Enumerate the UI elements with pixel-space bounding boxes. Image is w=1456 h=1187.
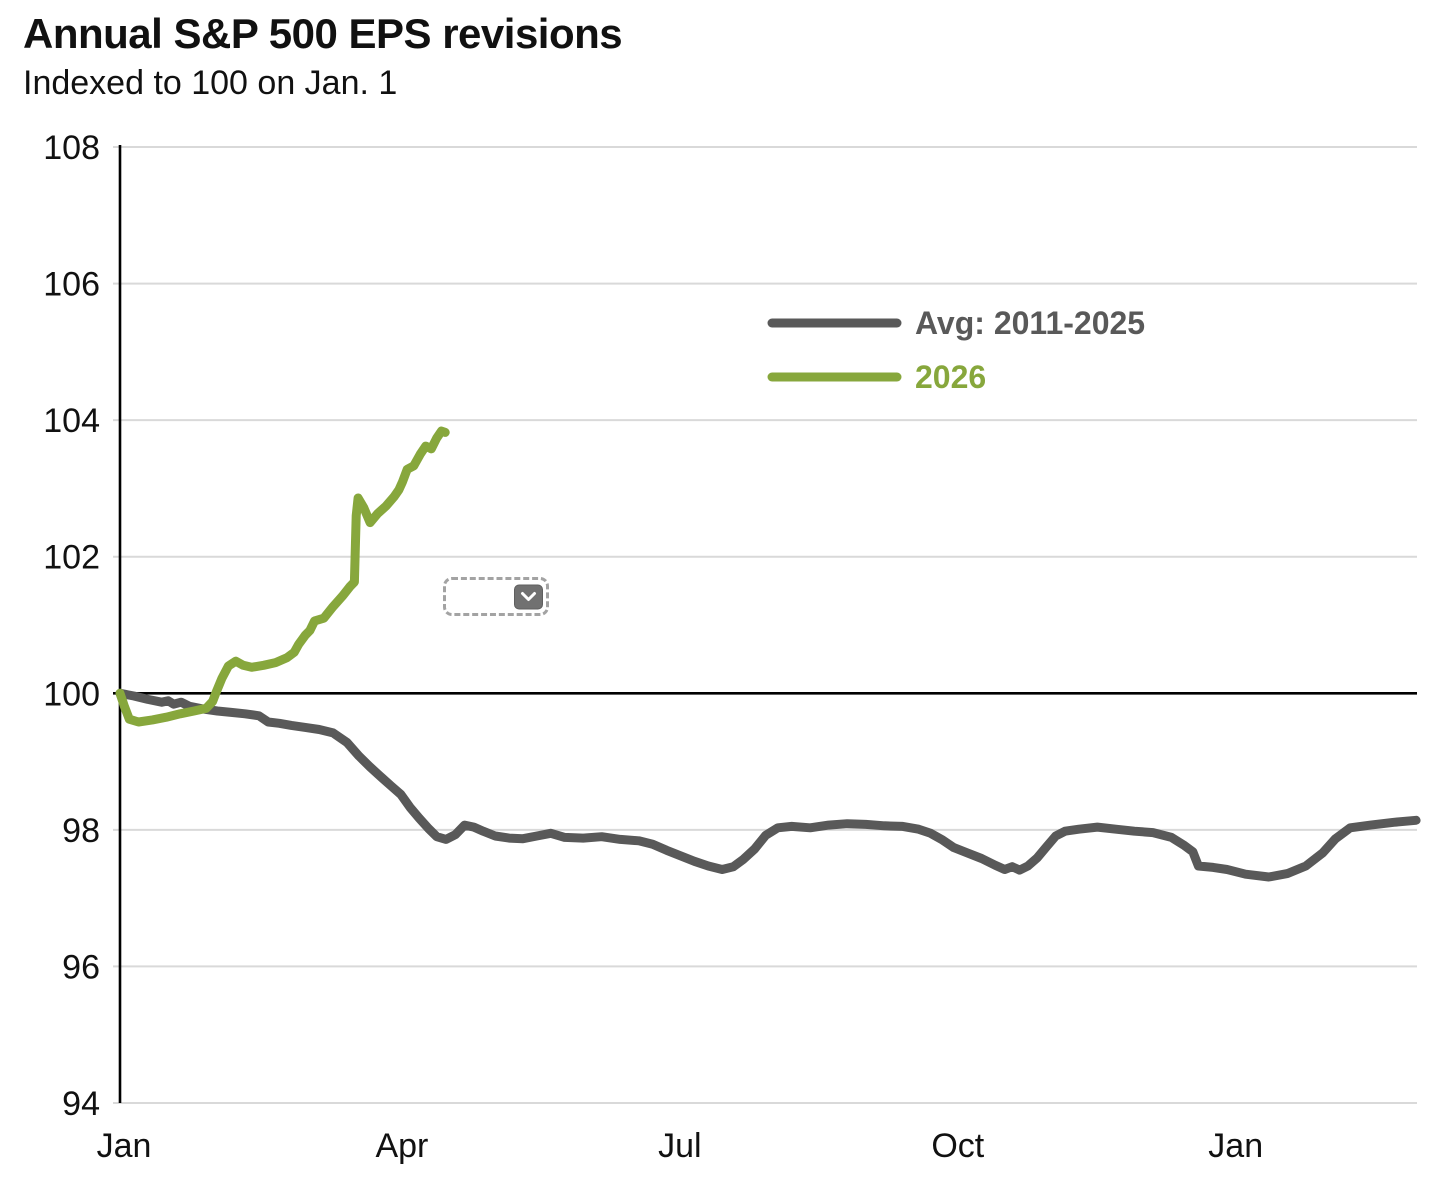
legend-label: 2026 — [915, 359, 986, 395]
y-tick-label: 104 — [43, 402, 100, 440]
chevron-down-icon — [521, 591, 536, 601]
x-tick-label: Jan — [1208, 1127, 1263, 1165]
y-tick-label: 98 — [62, 812, 100, 850]
series-line-avg-2011-2025 — [115, 688, 1421, 882]
x-tick-label: Apr — [375, 1127, 428, 1165]
y-tick-label: 106 — [43, 266, 100, 304]
dropdown-button[interactable] — [514, 584, 543, 609]
page-title: Annual S&P 500 EPS revisions — [23, 10, 623, 57]
annotation-input-box[interactable] — [443, 577, 549, 616]
y-tick-label: 102 — [43, 539, 100, 577]
page-subtitle: Indexed to 100 on Jan. 1 — [23, 64, 398, 103]
chart-header: Annual S&P 500 EPS revisions Indexed to … — [23, 10, 623, 103]
y-tick-label: 100 — [43, 675, 100, 713]
y-tick-label: 108 — [43, 129, 100, 167]
x-tick-label: Oct — [931, 1127, 984, 1165]
series-line-2026 — [115, 426, 450, 727]
legend-label: Avg: 2011-2025 — [915, 305, 1145, 341]
x-tick-label: Jan — [97, 1127, 152, 1165]
x-tick-label: Jul — [658, 1127, 701, 1165]
y-tick-label: 94 — [62, 1085, 100, 1123]
y-tick-label: 96 — [62, 948, 100, 986]
